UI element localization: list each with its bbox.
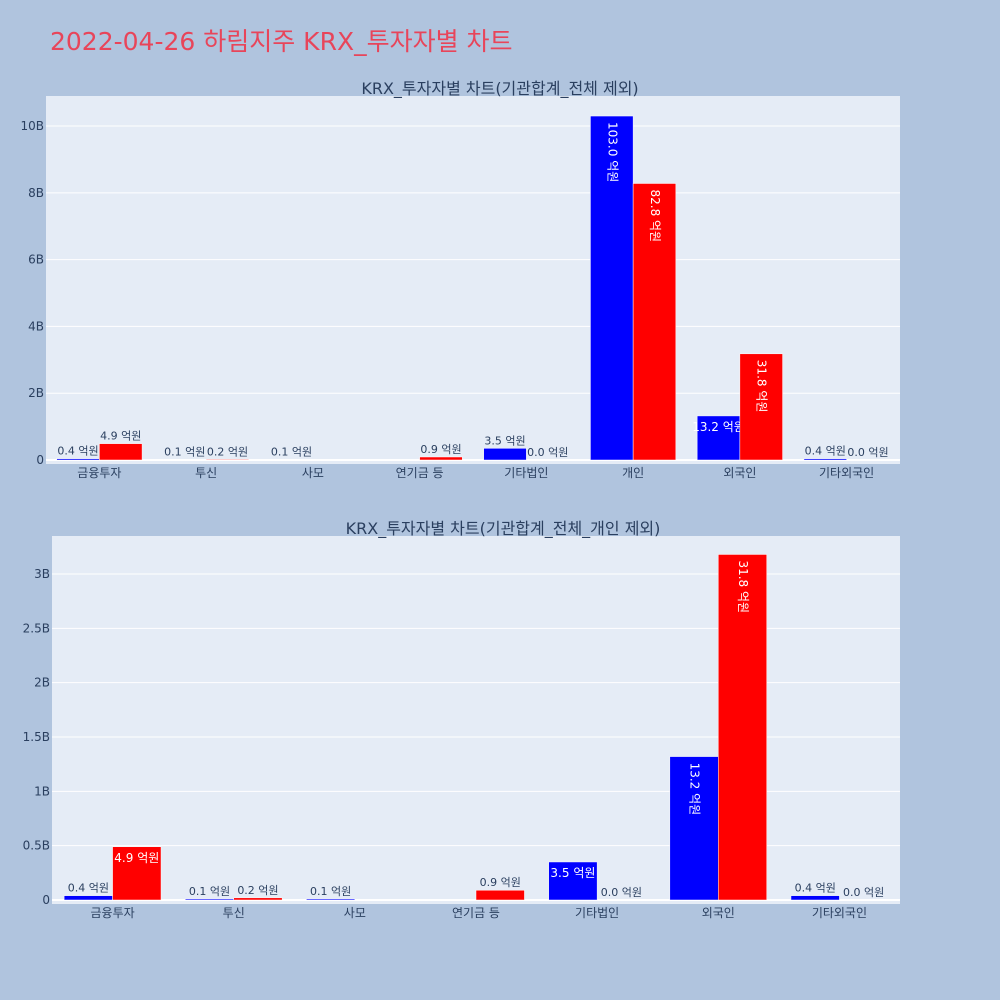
bar [632,183,677,461]
y-tick-label: 8B [28,186,44,200]
x-tick-label: 투신 [223,906,245,920]
x-tick-label: 사모 [344,906,366,920]
bar [803,458,847,461]
data-label: 0.2 억원 [207,445,248,458]
data-label: 0.9 억원 [420,443,461,456]
x-tick-label: 연기금 등 [396,466,444,480]
data-label: 103.0 억원 [605,122,619,182]
data-label: 3.5 억원 [550,866,595,880]
bar [63,895,113,901]
y-tick-label: 4B [28,319,44,333]
bar [483,448,527,461]
bar [739,353,783,461]
bar [306,898,356,901]
data-label: 0.1 억원 [271,446,312,459]
data-label: 13.2 억원 [692,420,745,434]
x-tick-label: 사모 [302,466,324,480]
data-label: 0.4 억원 [805,445,846,458]
bar [669,756,719,901]
bar [99,443,143,461]
data-label: 0.0 억원 [601,886,642,899]
bar [718,554,767,901]
chart-1: 0 2B 4B 6B 8B 10B KRX_투자자별 차트(기관합계_전체 제외) 금융투자 0… [20,79,900,480]
y-tick-label: 1B [34,784,50,798]
y-tick-label: 2B [34,676,50,690]
bar [548,861,598,901]
x-tick-label: 외국인 [702,906,735,920]
bar [112,846,162,901]
chart-2: 0 0.5B 1B 1.5B 2B 2.5B 3B KRX_투자자별 차트(기관합계_전체_개… [23,519,900,920]
y-tick-label: 1.5B [23,730,50,744]
data-label: 0.1 억원 [310,885,351,898]
data-label: 0.1 억원 [164,446,205,459]
data-label: 0.2 억원 [237,884,278,897]
data-label: 0.4 억원 [57,445,98,458]
bar [696,415,741,461]
x-tick-label: 기타외국인 [819,466,874,480]
y-tick-label: 2.5B [23,621,50,635]
y-tick-label: 2B [28,386,44,400]
bar [475,889,525,901]
data-label: 31.8 억원 [755,360,769,413]
data-label: 0.0 억원 [843,886,884,899]
bar [590,115,634,461]
bar [185,898,234,901]
data-label: 0.9 억원 [480,876,521,889]
y-tick-label: 6B [28,253,44,267]
plot-area [52,536,900,904]
x-tick-label: 연기금 등 [452,906,500,920]
data-label: 0.0 억원 [847,446,888,459]
bar [56,458,100,461]
y-tick-label: 0 [42,893,50,907]
x-tick-label: 투신 [195,466,217,480]
data-label: 82.8 억원 [648,189,662,242]
x-tick-label: 기타외국인 [812,906,867,920]
y-tick-label: 0 [36,453,44,467]
x-tick-label: 기타법인 [504,466,548,480]
bar [790,895,840,901]
x-tick-label: 개인 [622,466,644,480]
x-tick-label: 금융투자 [77,466,121,480]
data-label: 4.9 억원 [114,851,159,865]
data-label: 31.8 억원 [736,560,750,613]
y-tick-label: 10B [20,119,44,133]
data-label: 0.1 억원 [189,885,230,898]
data-label: 0.0 억원 [527,446,568,459]
x-tick-label: 외국인 [723,466,756,480]
chart-title: KRX_투자자별 차트(기관합계_전체 제외) [361,79,638,99]
data-label: 4.9 억원 [100,430,141,443]
data-label: 0.4 억원 [795,882,836,895]
y-tick-label: 0.5B [23,839,50,853]
data-label: 13.2 억원 [688,763,702,816]
data-label: 3.5 억원 [484,434,525,447]
x-tick-label: 기타법인 [575,906,619,920]
y-tick-label: 3B [34,567,50,581]
bar [419,456,463,461]
x-tick-label: 금융투자 [90,906,134,920]
page-title: 2022-04-26 하림지주 KRX_투자자별 차트 [50,27,513,56]
chart-title: KRX_투자자별 차트(기관합계_전체_개인 제외) [346,519,661,539]
bar [205,459,250,461]
data-label: 0.4 억원 [68,882,109,895]
bar [233,897,283,901]
